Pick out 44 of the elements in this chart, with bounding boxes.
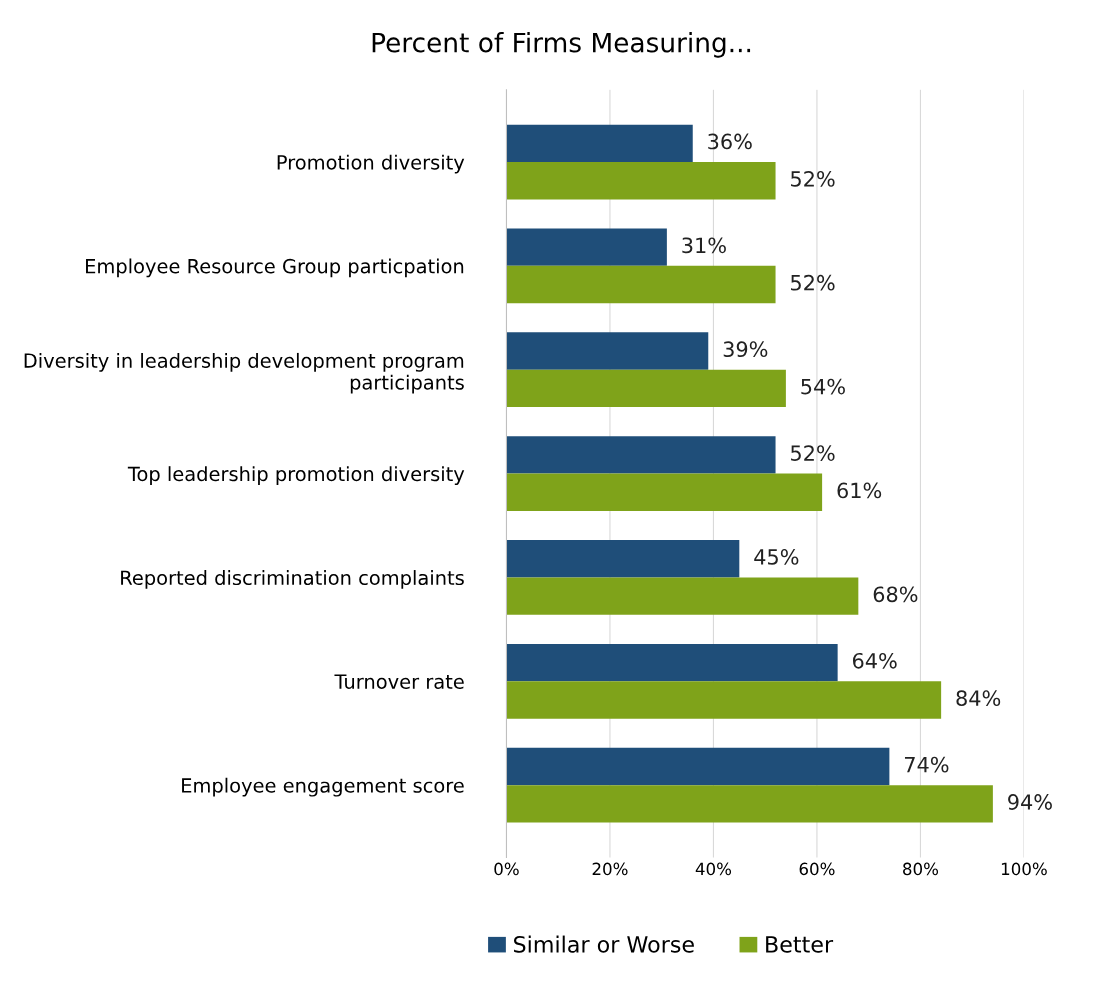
data-label: 36% (708, 133, 752, 150)
bar (506, 369, 786, 408)
y-tick-label: Employee engagement score (182, 777, 464, 797)
bar (506, 747, 890, 786)
bar (506, 681, 942, 719)
data-label: 84% (956, 690, 1001, 707)
y-tick-label: Promotion diversity (277, 154, 465, 174)
legend-label: Better (766, 936, 834, 953)
x-tick-label: 20% (592, 862, 628, 876)
data-label: 54% (801, 378, 845, 395)
bar (506, 332, 709, 370)
chart-title: Percent of Firms Measuring... (372, 32, 751, 58)
x-tick-label: 80% (903, 862, 939, 876)
bar (506, 643, 838, 682)
y-tick-label: Reported discrimination complaints (121, 570, 464, 589)
bar (506, 785, 993, 823)
data-label: 68% (873, 586, 918, 603)
bar (506, 577, 859, 615)
data-label: 31% (682, 237, 726, 254)
bar (506, 436, 776, 474)
y-tick-label: Turnover rate (334, 674, 464, 689)
y-tick-label: Employee Resource Group particpation (86, 258, 464, 278)
data-label: 52% (791, 274, 835, 291)
data-label: 52% (791, 445, 835, 461)
data-label: 61% (837, 482, 882, 499)
data-label: 64% (852, 652, 897, 669)
data-label: 94% (1008, 794, 1052, 810)
x-tick-label: 60% (799, 862, 835, 876)
legend-label: Similar or Worse (514, 935, 694, 953)
y-tick-label: Top leadership promotion diversity (127, 466, 465, 486)
data-label: 74% (904, 756, 949, 773)
bar (506, 162, 776, 200)
data-label: 45% (754, 549, 799, 565)
y-tick-label: Diversity in leadership development program participants (24, 352, 464, 394)
data-label: 52% (791, 170, 835, 187)
x-tick-label: 0% (494, 862, 519, 876)
bar (506, 473, 823, 511)
data-label: 39% (723, 341, 768, 358)
bar (506, 124, 693, 163)
bar (506, 265, 776, 304)
bar (506, 540, 740, 578)
bar (506, 228, 667, 266)
x-tick-label: 100% (1001, 862, 1047, 876)
x-tick-label: 40% (695, 862, 732, 876)
